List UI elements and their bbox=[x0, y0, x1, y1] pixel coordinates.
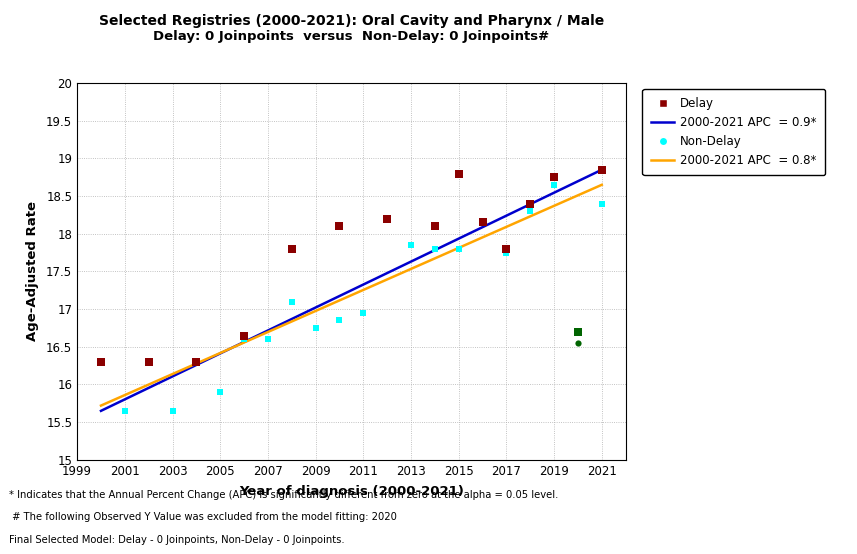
Point bbox=[428, 222, 441, 230]
Point bbox=[452, 169, 465, 178]
Legend: Delay, 2000-2021 APC  = 0.9*, Non-Delay, 2000-2021 APC  = 0.8*: Delay, 2000-2021 APC = 0.9*, Non-Delay, … bbox=[643, 89, 825, 175]
Point bbox=[189, 357, 203, 366]
Y-axis label: Age-Adjusted Rate: Age-Adjusted Rate bbox=[27, 202, 39, 341]
Point bbox=[141, 357, 155, 366]
Text: # The following Observed Y Value was excluded from the model fitting: 2020: # The following Observed Y Value was exc… bbox=[9, 512, 397, 522]
Point bbox=[476, 218, 489, 227]
Point bbox=[428, 244, 441, 253]
Text: Selected Registries (2000-2021): Oral Cavity and Pharynx / Male: Selected Registries (2000-2021): Oral Ca… bbox=[99, 14, 604, 28]
Point bbox=[357, 309, 370, 317]
Point bbox=[309, 324, 322, 332]
Point bbox=[213, 388, 227, 397]
Point bbox=[94, 357, 108, 366]
Point bbox=[452, 244, 465, 253]
Point bbox=[189, 357, 203, 366]
Point bbox=[500, 248, 513, 257]
Point bbox=[524, 207, 537, 216]
Point bbox=[381, 214, 394, 223]
Point bbox=[571, 338, 584, 347]
Point bbox=[595, 165, 608, 174]
Point bbox=[405, 240, 418, 249]
Point bbox=[165, 407, 179, 416]
Point bbox=[237, 331, 251, 340]
Point bbox=[548, 181, 561, 189]
Text: Delay: 0 Joinpoints  versus  Non-Delay: 0 Joinpoints#: Delay: 0 Joinpoints versus Non-Delay: 0 … bbox=[153, 30, 549, 43]
X-axis label: Year of diagnosis (2000-2021): Year of diagnosis (2000-2021) bbox=[239, 485, 464, 497]
Point bbox=[237, 335, 251, 343]
Point bbox=[333, 316, 346, 325]
Point bbox=[261, 335, 275, 343]
Point bbox=[476, 218, 489, 227]
Point bbox=[285, 244, 298, 253]
Point bbox=[118, 407, 132, 416]
Point bbox=[571, 327, 584, 336]
Point bbox=[500, 244, 513, 253]
Text: * Indicates that the Annual Percent Change (APC) is significantly different from: * Indicates that the Annual Percent Chan… bbox=[9, 490, 558, 500]
Point bbox=[141, 357, 155, 366]
Point bbox=[94, 357, 108, 366]
Point bbox=[333, 222, 346, 230]
Point bbox=[548, 173, 561, 182]
Point bbox=[381, 214, 394, 223]
Point bbox=[285, 297, 298, 306]
Point bbox=[524, 199, 537, 208]
Text: Final Selected Model: Delay - 0 Joinpoints, Non-Delay - 0 Joinpoints.: Final Selected Model: Delay - 0 Joinpoin… bbox=[9, 535, 345, 545]
Point bbox=[595, 199, 608, 208]
